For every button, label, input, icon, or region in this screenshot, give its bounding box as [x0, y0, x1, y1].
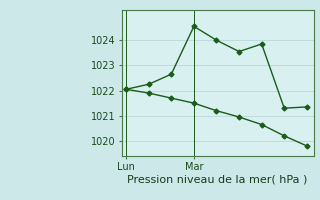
- X-axis label: Pression niveau de la mer( hPa ): Pression niveau de la mer( hPa ): [127, 174, 308, 184]
